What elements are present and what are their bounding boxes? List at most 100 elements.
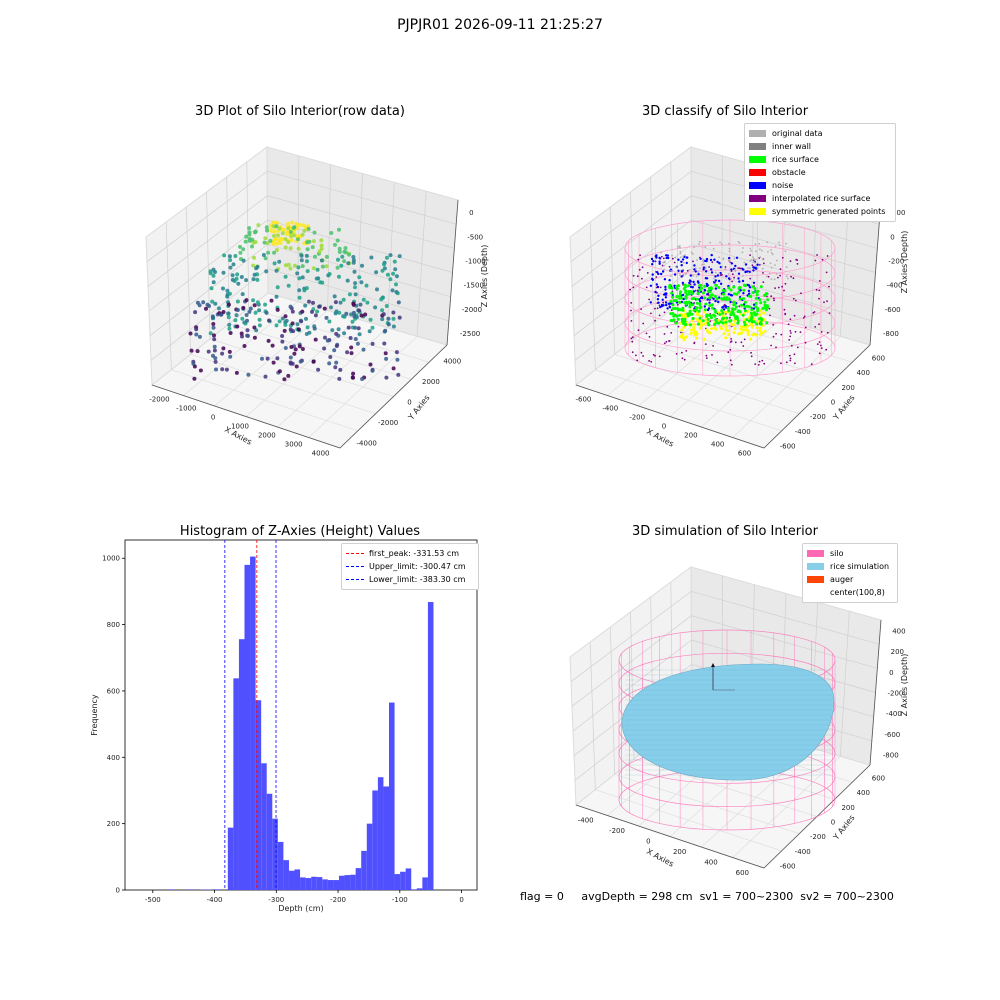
symmetric-point bbox=[762, 318, 766, 322]
legend-item-rice-simulation: rice simulation bbox=[807, 560, 893, 573]
data-point bbox=[274, 224, 279, 229]
interpolated-point bbox=[648, 360, 650, 362]
data-point bbox=[337, 227, 341, 232]
data-point bbox=[300, 264, 305, 269]
noise-point bbox=[649, 301, 652, 304]
interpolated-point bbox=[820, 347, 823, 349]
data-point bbox=[212, 344, 217, 349]
data-point bbox=[310, 245, 315, 250]
rice-surface-point bbox=[695, 301, 699, 305]
z-tick-label: -400 bbox=[887, 282, 903, 290]
z-axis-label: Z Axies (Depth) bbox=[900, 231, 909, 294]
sv2-text: sv2 = 700~2300 bbox=[800, 890, 894, 903]
data-point bbox=[274, 220, 279, 225]
noise-point bbox=[680, 275, 683, 278]
y-tick-label: 400 bbox=[857, 369, 870, 377]
interpolated-point bbox=[655, 276, 658, 278]
rice-surface-point bbox=[714, 318, 718, 322]
y-tick-label: 600 bbox=[872, 354, 885, 362]
interpolated-point bbox=[652, 353, 655, 356]
rice-surface-point bbox=[751, 320, 755, 324]
original-point bbox=[761, 249, 763, 252]
data-point bbox=[280, 339, 285, 344]
data-point bbox=[251, 277, 256, 282]
noise-point bbox=[655, 283, 658, 286]
rice-surface-point bbox=[754, 301, 758, 305]
rice-surface-point bbox=[718, 313, 722, 316]
data-point bbox=[283, 314, 288, 319]
legend-swatch bbox=[749, 182, 766, 189]
rice-surface-point bbox=[681, 322, 685, 325]
histogram-bar bbox=[361, 850, 367, 890]
original-point bbox=[762, 258, 764, 261]
data-point bbox=[315, 267, 320, 272]
data-point bbox=[288, 355, 293, 360]
data-point bbox=[255, 277, 260, 282]
original-point bbox=[741, 251, 744, 254]
original-point bbox=[662, 261, 664, 264]
data-point bbox=[353, 292, 358, 297]
original-point bbox=[747, 271, 750, 274]
original-point bbox=[663, 268, 666, 271]
original-point bbox=[709, 241, 712, 244]
interpolated-point bbox=[803, 315, 806, 318]
data-point bbox=[266, 250, 271, 255]
data-point bbox=[370, 325, 375, 330]
rice-surface-point bbox=[755, 322, 759, 326]
y-tick-label: -600 bbox=[780, 443, 796, 451]
symmetric-point bbox=[719, 325, 722, 329]
data-point bbox=[391, 310, 396, 315]
noise-point bbox=[706, 293, 709, 296]
interpolated-point bbox=[738, 267, 741, 269]
interpolated-point bbox=[780, 362, 782, 365]
data-point bbox=[221, 270, 226, 275]
data-point bbox=[342, 331, 347, 336]
data-point bbox=[322, 346, 327, 351]
data-point bbox=[274, 268, 279, 273]
x-tick-label: 2000 bbox=[258, 432, 276, 440]
symmetric-point bbox=[700, 323, 704, 327]
original-point bbox=[691, 253, 694, 255]
rice-surface-point bbox=[688, 312, 692, 316]
data-point bbox=[286, 229, 290, 234]
interpolated-point bbox=[704, 343, 707, 345]
original-point bbox=[750, 259, 753, 261]
data-point bbox=[213, 356, 218, 361]
data-point bbox=[346, 261, 351, 266]
rice-surface-point bbox=[765, 321, 769, 325]
data-point bbox=[282, 328, 287, 333]
original-point bbox=[728, 247, 731, 250]
legend-swatch bbox=[807, 563, 824, 570]
rice-surface-point bbox=[737, 286, 741, 290]
rice-surface-point bbox=[713, 294, 717, 298]
data-point bbox=[312, 230, 317, 235]
y-tick-label: 600 bbox=[107, 687, 120, 695]
noise-point bbox=[714, 287, 718, 290]
symmetric-point bbox=[755, 326, 759, 330]
legend-item-first-peak: first_peak: -331.53 cm bbox=[346, 547, 474, 560]
interpolated-point bbox=[784, 282, 787, 285]
data-point bbox=[370, 341, 375, 346]
original-point bbox=[684, 254, 686, 256]
histogram-bar bbox=[300, 877, 306, 890]
legend-line bbox=[346, 553, 364, 554]
interpolated-point bbox=[758, 360, 761, 363]
data-point bbox=[294, 364, 299, 369]
data-point bbox=[324, 254, 329, 259]
original-point bbox=[692, 274, 694, 277]
data-point bbox=[274, 248, 279, 252]
z-axis-label: Z Axies (Depth) bbox=[480, 245, 489, 308]
original-point bbox=[737, 240, 740, 243]
data-point bbox=[380, 295, 385, 300]
original-point bbox=[676, 245, 679, 248]
noise-point bbox=[746, 283, 749, 287]
rice-surface-point bbox=[725, 316, 729, 320]
interpolated-point bbox=[663, 342, 666, 345]
x-tick-label: -600 bbox=[575, 396, 591, 404]
rice-surface-point bbox=[747, 319, 751, 323]
data-point bbox=[302, 228, 307, 233]
data-point bbox=[214, 367, 218, 372]
symmetric-point bbox=[750, 333, 754, 337]
data-point bbox=[325, 338, 330, 343]
interpolated-point bbox=[662, 257, 665, 260]
